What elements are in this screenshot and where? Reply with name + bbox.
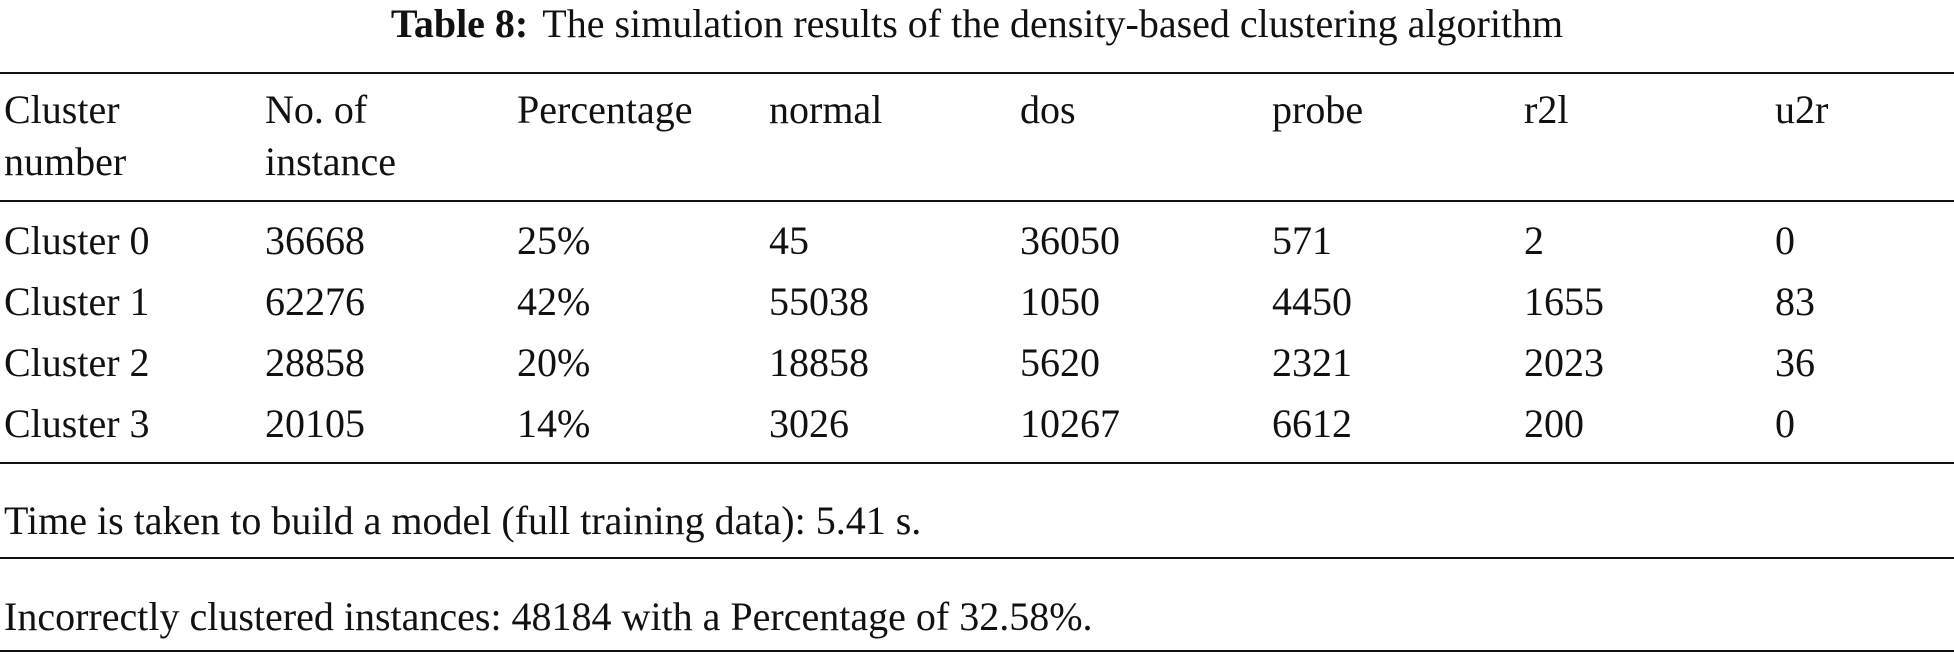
table-caption: Table 8: The simulation results of the de… [0,0,1954,56]
header-no-of-instance-line1: No. of [265,87,368,132]
cell-probe: 2321 [1272,340,1352,385]
cell-u2r: 0 [1775,401,1795,446]
cell-dos: 5620 [1020,340,1100,385]
header-dos: dos [1020,87,1076,132]
cell-r2l: 200 [1524,401,1584,446]
cell-normal: 55038 [769,279,869,324]
cell-percentage: 20% [517,340,591,385]
top-rule [0,72,1954,74]
header-normal: normal [769,87,883,132]
cell-dos: 1050 [1020,279,1100,324]
cell-cluster-name: Cluster 2 [4,340,150,385]
cell-normal: 18858 [769,340,869,385]
table-row: Cluster 1 62276 42% 55038 1050 4450 1655… [0,276,1954,336]
header-no-of-instance: No. of instance [265,84,396,188]
table-row: Cluster 2 28858 20% 18858 5620 2321 2023… [0,337,1954,397]
cell-cluster-name: Cluster 3 [4,401,150,446]
note-incorrect-instances: Incorrectly clustered instances: 48184 w… [4,594,1093,639]
cell-u2r: 83 [1775,279,1815,324]
cell-percentage: 42% [517,279,591,324]
body-bottom-rule [0,462,1954,464]
cell-percentage: 25% [517,218,591,263]
note-build-time: Time is taken to build a model (full tra… [4,498,922,543]
header-cluster-number-line1: Cluster [4,87,120,132]
cell-probe: 571 [1272,218,1332,263]
header-rule [0,200,1954,202]
cell-normal: 3026 [769,401,849,446]
cell-instance-count: 28858 [265,340,365,385]
header-percentage: Percentage [517,87,693,132]
cell-dos: 10267 [1020,401,1120,446]
header-cluster-number: Cluster number [4,84,126,188]
header-no-of-instance-line2: instance [265,139,397,184]
header-cluster-number-line2: number [4,139,127,184]
table-row: Cluster 3 20105 14% 3026 10267 6612 200 … [0,398,1954,458]
cell-instance-count: 20105 [265,401,365,446]
cell-probe: 6612 [1272,401,1352,446]
cell-instance-count: 36668 [265,218,365,263]
cell-r2l: 2023 [1524,340,1604,385]
header-probe: probe [1272,87,1364,132]
cell-cluster-name: Cluster 1 [4,279,150,324]
header-r2l: r2l [1524,87,1569,132]
bottom-rule [0,650,1954,652]
cell-cluster-name: Cluster 0 [4,218,150,263]
cell-u2r: 36 [1775,340,1815,385]
note-divider-rule [0,557,1954,559]
cell-instance-count: 62276 [265,279,365,324]
cell-u2r: 0 [1775,218,1795,263]
cell-percentage: 14% [517,401,591,446]
table-row: Cluster 0 36668 25% 45 36050 571 2 0 [0,215,1954,275]
table-caption-label: Table 8: [390,1,529,46]
cell-probe: 4450 [1272,279,1352,324]
table-header-row: Cluster number No. of instance Percentag… [0,84,1954,194]
cell-r2l: 1655 [1524,279,1604,324]
header-u2r: u2r [1775,87,1829,132]
cell-normal: 45 [769,218,809,263]
cell-r2l: 2 [1524,218,1544,263]
table-caption-text: The simulation results of the density-ba… [542,1,1564,46]
cell-dos: 36050 [1020,218,1120,263]
